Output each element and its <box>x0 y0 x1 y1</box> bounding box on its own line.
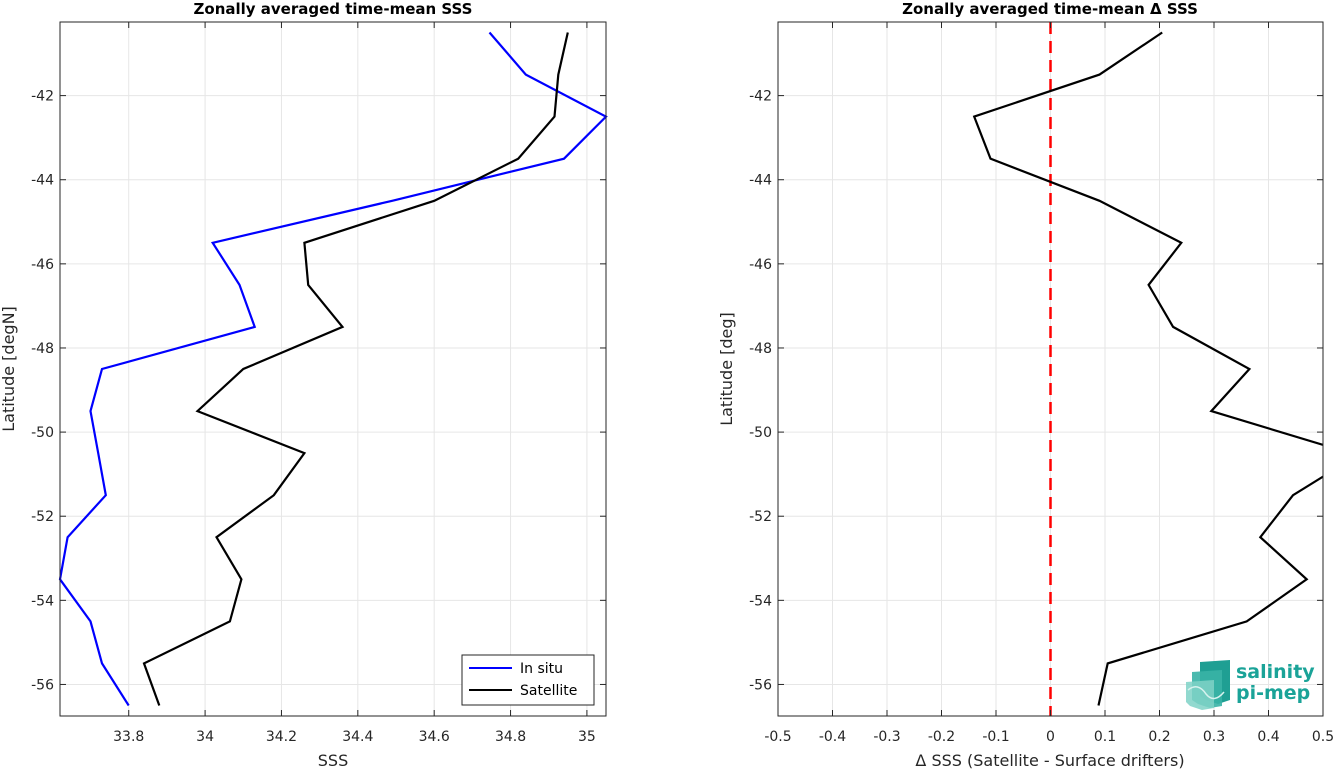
right-chart-panel: -0.5 -0.4 -0.3 -0.2 -0.1 0 0.1 0.2 0.3 0.4 0.5 -56… <box>717 0 1334 769</box>
logo-wave-icon <box>1186 660 1230 710</box>
y-tick-label: -54 <box>749 593 772 609</box>
x-tick-label: 34.4 <box>342 729 373 745</box>
salinity-pi-mep-logo: salinity pi-mep <box>1186 660 1315 710</box>
logo-text-salinity: salinity <box>1236 661 1315 683</box>
x-tick-label: 34.2 <box>266 729 297 745</box>
left-y-ticks: -56 -54 -52 -50 -48 -46 -44 -42 <box>31 89 606 693</box>
y-tick-label: -52 <box>749 509 772 525</box>
right-x-axis-label: Δ SSS (Satellite - Surface drifters) <box>915 751 1184 769</box>
delta-sss-series-line <box>972 31 1323 706</box>
x-tick-label: -0.3 <box>873 729 900 745</box>
left-x-ticks: 33.8 34 34.2 34.4 34.6 34.8 35 <box>113 22 596 745</box>
satellite-series-line <box>142 32 569 706</box>
left-grid <box>60 22 606 716</box>
x-tick-label: 0.5 <box>1312 729 1334 745</box>
right-y-ticks: -56 -54 -52 -50 -48 -46 -44 -42 <box>749 89 1323 693</box>
y-tick-label: -56 <box>31 677 54 693</box>
y-tick-label: -46 <box>749 257 772 273</box>
logo-text-pi-mep: pi-mep <box>1236 682 1310 704</box>
y-tick-label: -44 <box>749 173 772 189</box>
y-tick-label: -42 <box>749 89 772 105</box>
y-tick-label: -52 <box>31 509 54 525</box>
y-tick-label: -46 <box>31 257 54 273</box>
x-tick-label: 34 <box>196 729 214 745</box>
left-plot-area <box>60 22 606 716</box>
legend-label-satellite: Satellite <box>520 683 577 699</box>
y-tick-label: -50 <box>749 425 772 441</box>
x-tick-label: 0 <box>1046 729 1055 745</box>
x-tick-label: -0.5 <box>764 729 791 745</box>
x-tick-label: 34.6 <box>419 729 450 745</box>
y-tick-label: -42 <box>31 89 54 105</box>
right-series-group <box>972 31 1323 706</box>
y-tick-label: -56 <box>749 677 772 693</box>
x-tick-label: -0.2 <box>928 729 955 745</box>
x-tick-label: 0.2 <box>1148 729 1170 745</box>
left-axes-box <box>59 21 607 717</box>
left-y-axis-label: Latitude [degN] <box>0 306 18 432</box>
legend-box <box>461 654 595 706</box>
y-tick-label: -44 <box>31 173 54 189</box>
left-chart-title: Zonally averaged time-mean SSS <box>194 0 473 18</box>
legend: In situ Satellite <box>461 654 595 706</box>
in-situ-series-line <box>58 31 608 707</box>
y-tick-label: -54 <box>31 593 54 609</box>
left-x-axis-label: SSS <box>318 751 348 769</box>
legend-label-in-situ: In situ <box>520 661 563 677</box>
x-tick-label: -0.1 <box>982 729 1009 745</box>
left-series-group <box>58 31 608 707</box>
x-tick-label: 33.8 <box>113 729 144 745</box>
right-chart-title: Zonally averaged time-mean Δ SSS <box>902 0 1198 18</box>
x-tick-label: 0.4 <box>1257 729 1279 745</box>
right-x-ticks: -0.5 -0.4 -0.3 -0.2 -0.1 0 0.1 0.2 0.3 0.4 0.5 <box>764 22 1334 745</box>
y-tick-label: -48 <box>749 341 772 357</box>
y-tick-label: -48 <box>31 341 54 357</box>
x-tick-label: 35 <box>578 729 596 745</box>
x-tick-label: 34.8 <box>495 729 526 745</box>
left-chart-panel: 33.8 34 34.2 34.4 34.6 34.8 35 -56 -54 -52 -50 -48… <box>0 0 608 769</box>
x-tick-label: 0.1 <box>1094 729 1116 745</box>
x-tick-label: 0.3 <box>1203 729 1225 745</box>
y-tick-label: -50 <box>31 425 54 441</box>
x-tick-label: -0.4 <box>819 729 846 745</box>
right-y-axis-label: Latitude [deg] <box>717 312 736 426</box>
